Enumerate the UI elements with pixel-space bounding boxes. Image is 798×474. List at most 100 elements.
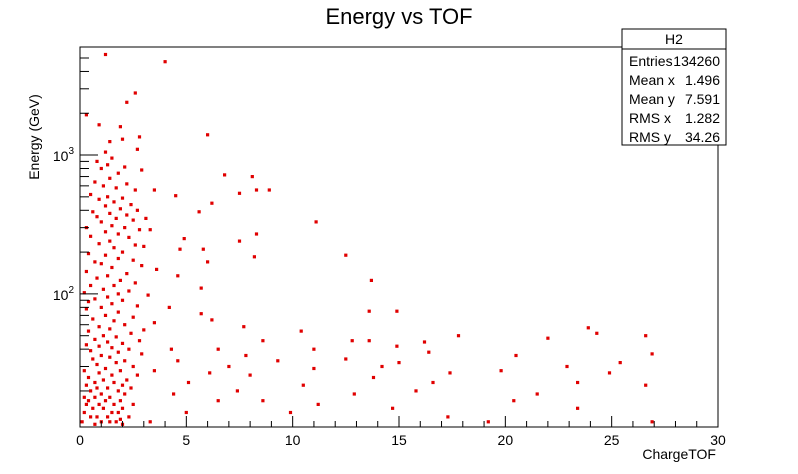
data-point [127, 289, 131, 293]
data-point [135, 304, 139, 308]
data-point [176, 274, 180, 278]
data-point [112, 283, 116, 288]
data-point [97, 197, 101, 201]
data-point [199, 286, 203, 290]
data-point [112, 319, 116, 323]
data-point [137, 135, 142, 139]
data-point [84, 402, 88, 406]
data-point [93, 395, 97, 399]
stats-row-value: 7.591 [685, 91, 720, 107]
data-point [99, 353, 103, 358]
data-point [223, 173, 227, 177]
data-point [103, 230, 108, 234]
data-point [106, 386, 110, 390]
data-point [565, 364, 569, 369]
data-point [99, 392, 103, 396]
data-point [248, 373, 252, 377]
data-point [125, 213, 129, 217]
data-point [86, 399, 91, 403]
y-tick-label: 102 [53, 285, 75, 303]
data-point [123, 323, 127, 327]
x-tick-label: 15 [391, 432, 407, 448]
data-point [112, 402, 116, 406]
data-point [163, 60, 167, 64]
data-point [391, 406, 395, 410]
data-point [108, 140, 112, 144]
data-point [89, 415, 93, 419]
data-point [120, 250, 125, 254]
data-point [129, 331, 133, 335]
data-point [288, 410, 293, 415]
data-point [101, 334, 105, 338]
data-point [91, 317, 95, 321]
data-point [82, 395, 86, 399]
data-point [152, 188, 156, 192]
data-point [512, 399, 516, 403]
data-point [120, 298, 125, 302]
data-point [118, 399, 122, 403]
data-point [110, 156, 114, 160]
data-point [546, 336, 550, 340]
data-point [80, 420, 84, 424]
data-point [97, 344, 101, 348]
data-point [110, 265, 114, 270]
data-point [261, 339, 265, 343]
data-point [242, 325, 246, 329]
data-point [261, 399, 265, 403]
data-point [106, 274, 110, 278]
data-point [184, 410, 188, 415]
data-point [114, 335, 118, 339]
data-point [110, 410, 114, 415]
chart-title: Energy vs TOF [325, 4, 472, 29]
data-point [252, 255, 256, 259]
data-point [103, 313, 108, 317]
data-point [427, 350, 431, 354]
data-point [216, 347, 220, 351]
data-point [84, 343, 88, 347]
data-point [118, 369, 122, 373]
data-point [118, 207, 122, 211]
data-point [97, 242, 101, 246]
data-point [131, 258, 135, 262]
stats-row-label: Entries [629, 53, 673, 69]
data-point [86, 300, 91, 304]
data-point [155, 267, 159, 271]
data-point [116, 410, 120, 415]
data-point [414, 389, 418, 393]
data-point [84, 307, 88, 311]
data-point [227, 364, 231, 369]
data-point [120, 406, 125, 410]
data-point [86, 329, 91, 333]
data-point [276, 359, 280, 363]
data-point [135, 208, 139, 212]
data-point [99, 220, 103, 224]
data-point [172, 392, 176, 396]
data-point [114, 361, 118, 365]
data-point [352, 392, 356, 396]
data-point [127, 415, 131, 419]
data-point [216, 399, 220, 403]
data-point [206, 260, 210, 264]
data-point [644, 334, 648, 338]
data-point [140, 168, 144, 172]
data-point [650, 420, 654, 424]
stats-row-label: RMS x [629, 110, 671, 126]
stats-row-value: 1.282 [685, 110, 720, 126]
x-axis: 0 5 10 15 20 25 30 [76, 416, 726, 448]
data-point [89, 283, 93, 288]
stats-row-label: Mean y [629, 91, 675, 107]
data-point [607, 371, 612, 375]
data-point [116, 310, 120, 314]
data-point [116, 232, 120, 236]
data-point [108, 239, 112, 243]
data-point [586, 326, 590, 330]
data-point [99, 305, 103, 309]
data-point [116, 389, 120, 393]
data-point [152, 321, 156, 325]
data-point [127, 347, 131, 351]
x-tick-label: 10 [285, 432, 301, 448]
data-point [86, 252, 91, 256]
data-point [106, 340, 110, 344]
data-point [123, 392, 127, 396]
data-point [148, 420, 152, 424]
